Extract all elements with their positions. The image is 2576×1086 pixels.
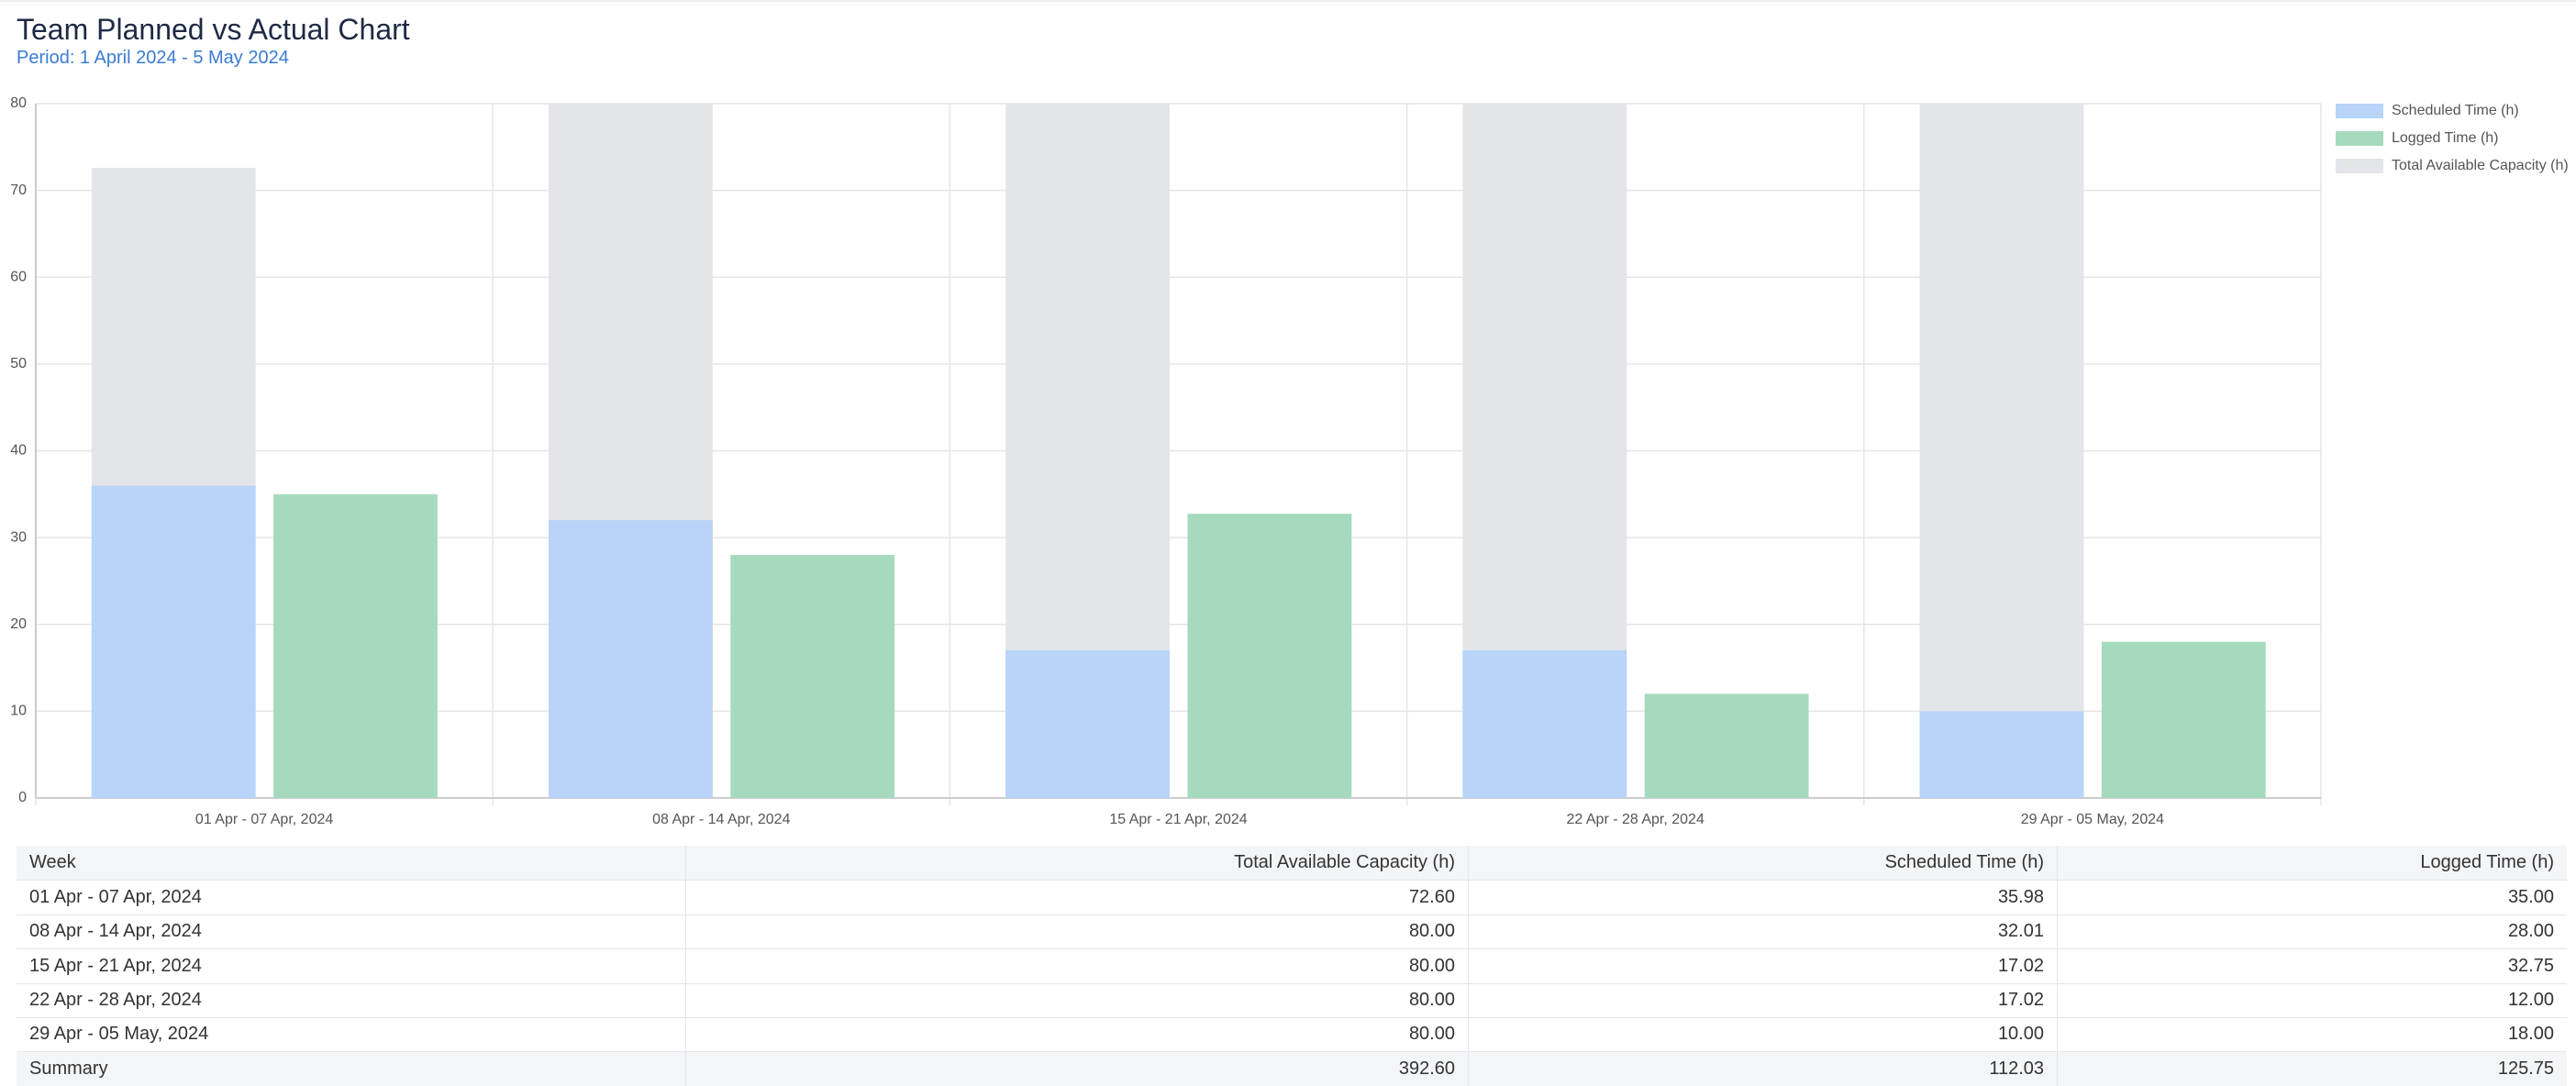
table-cell: 08 Apr - 14 Apr, 2024	[29, 921, 202, 942]
x-tick-label: 01 Apr - 07 Apr, 2024	[195, 812, 333, 827]
bar	[1919, 711, 2084, 798]
y-tick-label: 80	[10, 95, 27, 111]
chart-title: Team Planned vs Actual Chart	[17, 13, 410, 46]
table-row: 15 Apr - 21 Apr, 2024 80.00 17.02 32.75	[17, 948, 2567, 984]
table-cell: 72.60	[685, 881, 1468, 914]
table-cell: 10.00	[1468, 1017, 2057, 1052]
y-tick-label: 0	[18, 790, 27, 805]
legend-swatch	[2336, 104, 2383, 118]
table-cell: 35.00	[2057, 881, 2567, 914]
chart: 0 10 20 30 40 50 60 70 80 01 Apr - 07 Apr, 2024 08…	[10, 95, 2569, 827]
legend-swatch	[2336, 131, 2383, 146]
y-tick-label: 40	[10, 443, 27, 459]
table-row: Summary 392.60 112.03 125.75	[17, 1051, 2567, 1086]
table-cell: 12.00	[2057, 982, 2567, 1017]
table-row: 08 Apr - 14 Apr, 2024 80.00 32.01 28.00	[17, 914, 2567, 950]
table-cell: 80.00	[685, 1017, 1468, 1052]
chart-subtitle: Period: 1 April 2024 - 5 May 2024	[17, 48, 289, 68]
legend-label: Logged Time (h)	[2392, 130, 2499, 146]
table-cell: 80.00	[685, 982, 1468, 1017]
table-cell: 18.00	[2057, 1017, 2567, 1052]
table-cell: 112.03	[1468, 1051, 2057, 1086]
bar	[548, 520, 713, 798]
legend-label: Total Available Capacity (h)	[2392, 158, 2569, 173]
table-cell: 22 Apr - 28 Apr, 2024	[29, 989, 202, 1010]
y-tick-label: 20	[10, 616, 27, 632]
table-cell: Summary	[29, 1058, 108, 1079]
table-cell: 80.00	[685, 948, 1468, 983]
table-cell: Scheduled Time (h)	[1468, 846, 2057, 880]
y-tick-label: 10	[10, 704, 27, 719]
table-cell: 32.01	[1468, 914, 2057, 949]
legend-label: Scheduled Time (h)	[2392, 103, 2519, 118]
bar	[1644, 693, 1809, 798]
table-cell: 29 Apr - 05 May, 2024	[29, 1024, 209, 1045]
x-tick-label: 29 Apr - 05 May, 2024	[2021, 812, 2164, 827]
table-cell: 392.60	[685, 1051, 1468, 1086]
table-cell: 80.00	[685, 914, 1468, 949]
bar	[1187, 514, 1352, 798]
table-cell: 32.75	[2057, 948, 2567, 983]
table-row: Week Total Available Capacity (h) Schedule…	[17, 846, 2567, 881]
bar	[1005, 649, 1171, 798]
bar	[730, 555, 895, 798]
x-tick-label: 08 Apr - 14 Apr, 2024	[652, 812, 790, 827]
bar	[2101, 641, 2266, 798]
table-cell: Total Available Capacity (h)	[685, 846, 1468, 880]
table-cell: 15 Apr - 21 Apr, 2024	[29, 955, 202, 976]
y-tick-label: 70	[10, 183, 27, 198]
table-cell: 35.98	[1468, 881, 2057, 914]
table-cell: 17.02	[1468, 982, 2057, 1017]
bar	[91, 485, 256, 798]
table-cell: 01 Apr - 07 Apr, 2024	[29, 887, 202, 907]
x-tick-label: 22 Apr - 28 Apr, 2024	[1567, 812, 1704, 827]
table-cell: Logged Time (h)	[2057, 846, 2567, 880]
y-tick-label: 50	[10, 356, 27, 371]
y-tick-label: 60	[10, 269, 27, 284]
table-cell: 28.00	[2057, 914, 2567, 949]
table-cell: Week	[29, 852, 76, 872]
legend-swatch	[2336, 159, 2383, 173]
table-cell: 17.02	[1468, 948, 2057, 983]
bar	[1919, 104, 2084, 798]
table-row: 01 Apr - 07 Apr, 2024 72.60 35.98 35.00	[17, 881, 2567, 915]
y-tick-label: 30	[10, 529, 27, 545]
bar	[273, 493, 438, 798]
table-row: 29 Apr - 05 May, 2024 80.00 10.00 18.00	[17, 1017, 2567, 1053]
x-tick-label: 15 Apr - 21 Apr, 2024	[1109, 812, 1247, 827]
bar	[1462, 649, 1627, 798]
table-row: 22 Apr - 28 Apr, 2024 80.00 17.02 12.00	[17, 982, 2567, 1018]
table-cell: 125.75	[2057, 1051, 2567, 1086]
